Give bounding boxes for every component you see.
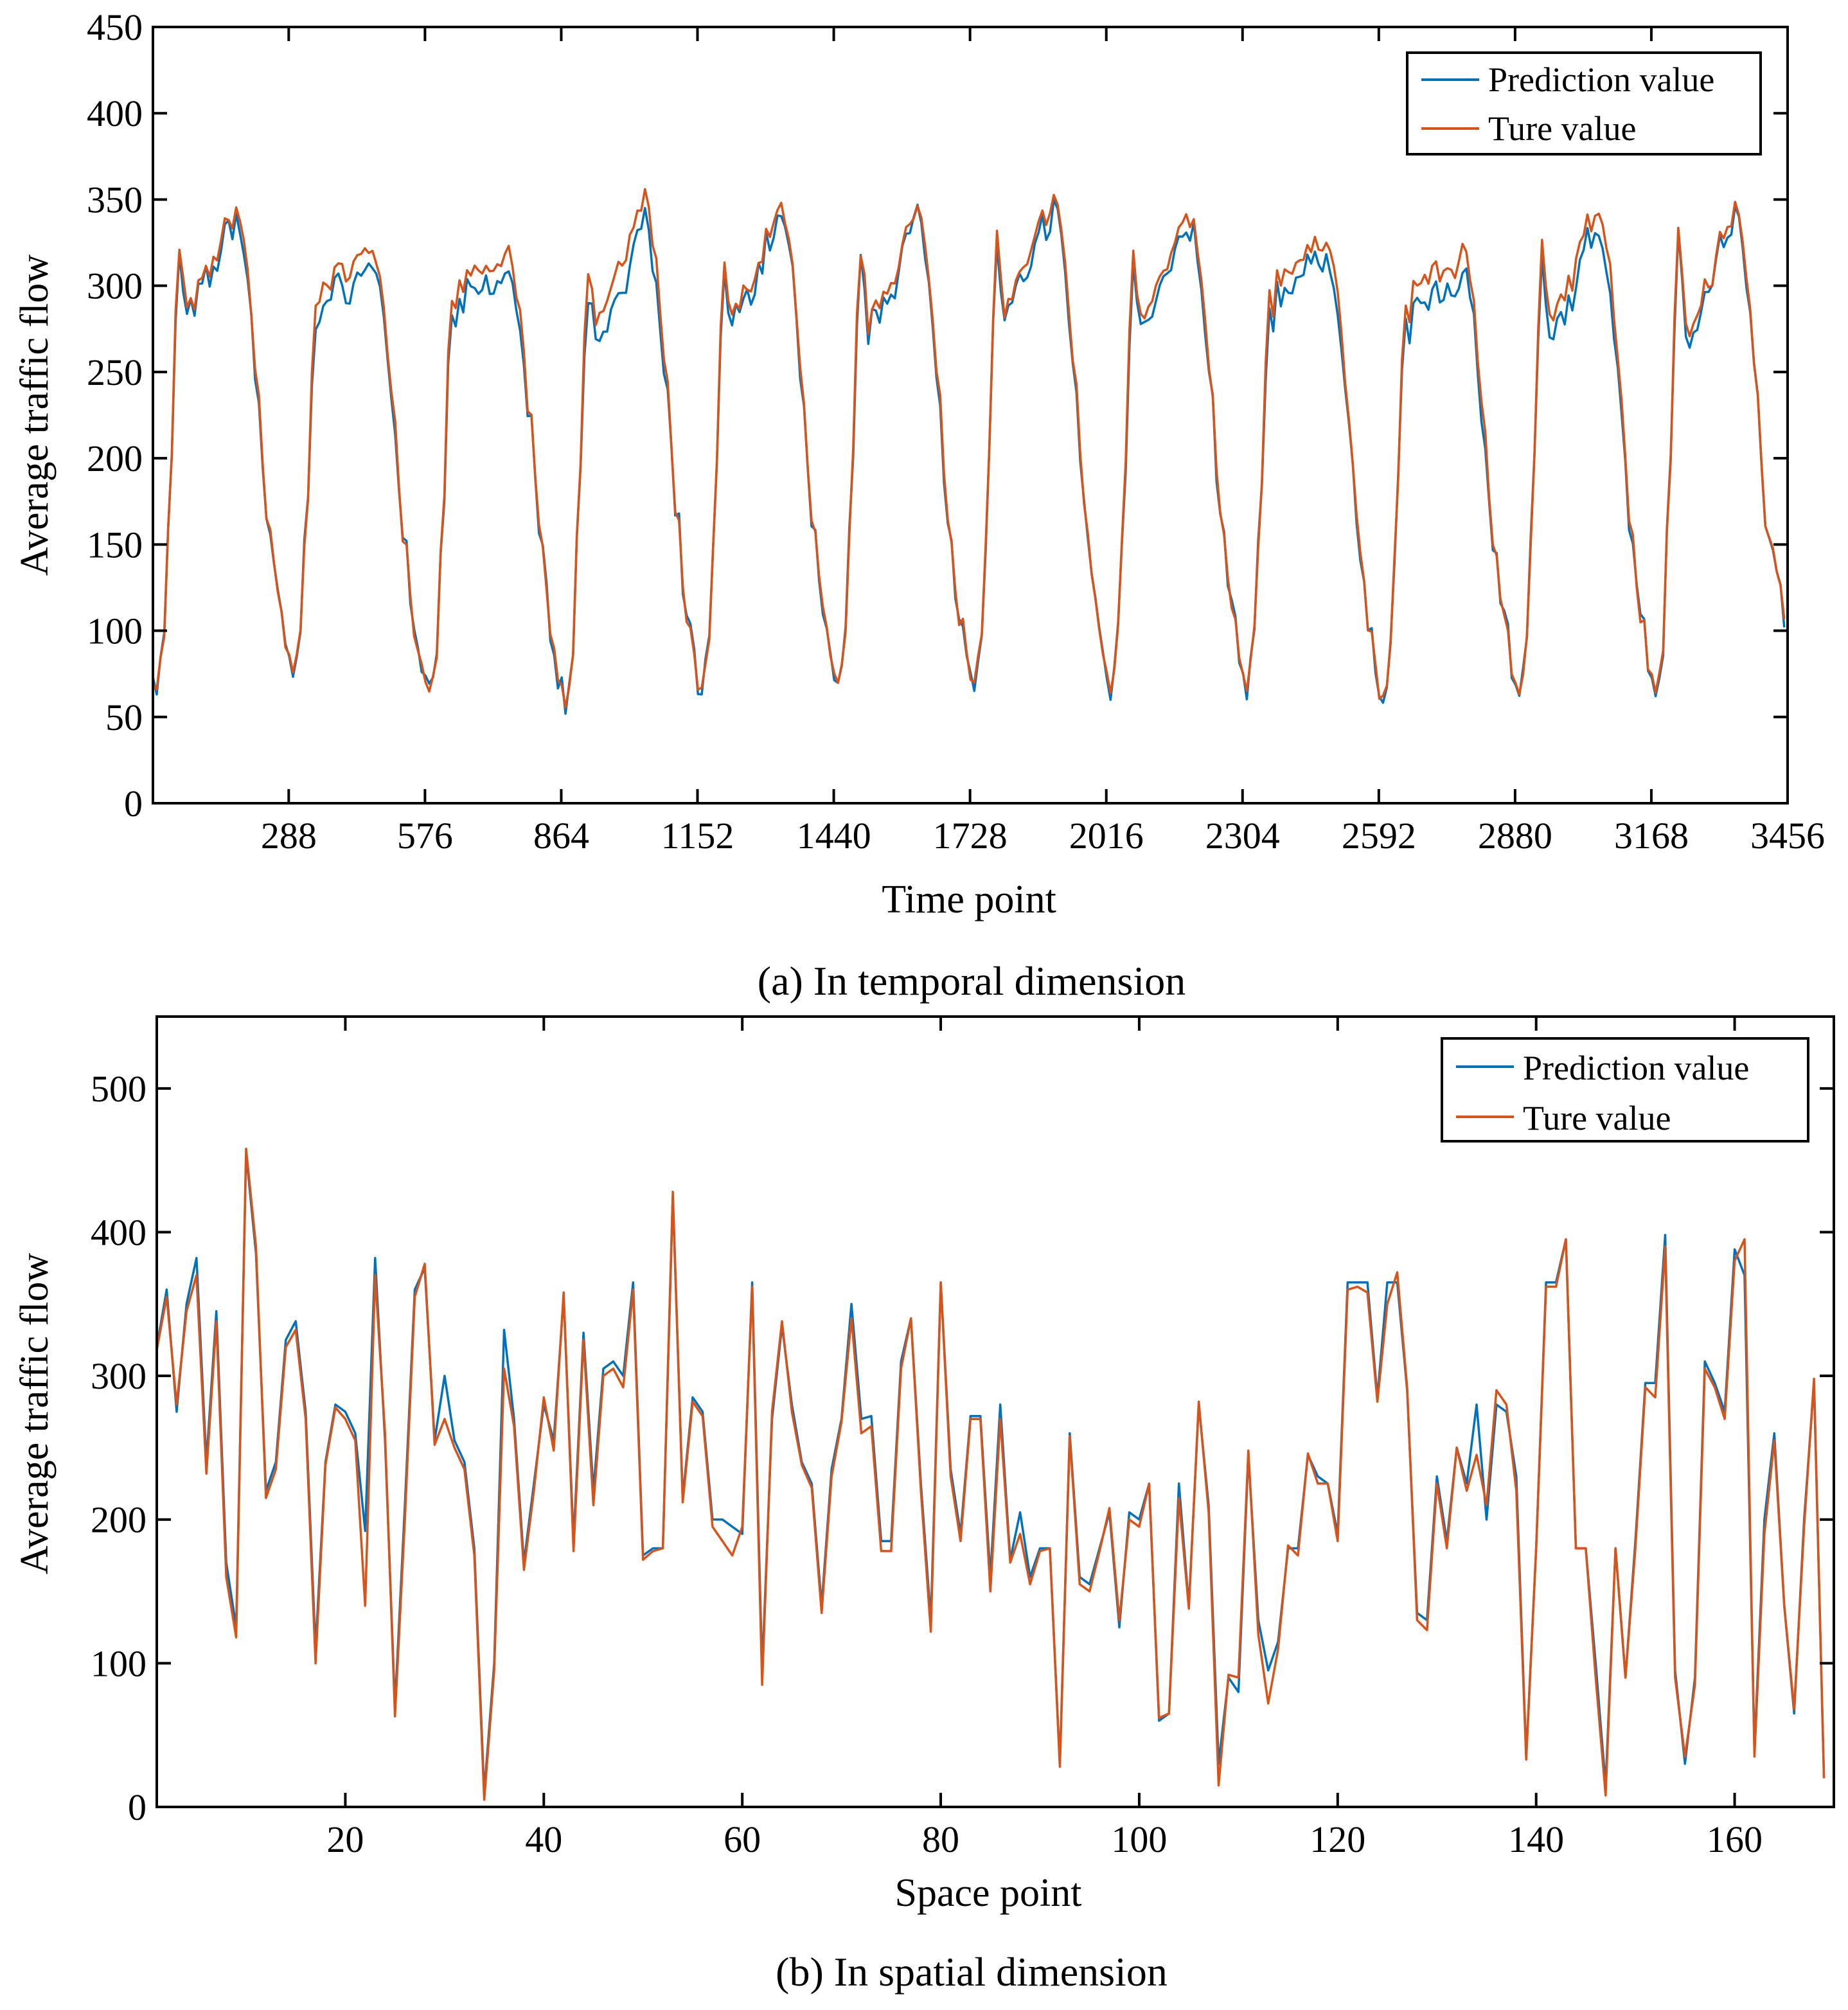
spatial-x-tick-label: 120 [1310, 1819, 1365, 1860]
spatial-legend: Prediction value Ture value [1441, 1037, 1809, 1143]
spatial-x-axis-label: Space point [895, 1871, 1082, 1915]
temporal-legend-label-prediction: Prediction value [1488, 60, 1714, 99]
temporal-y-tick-label: 400 [87, 93, 143, 134]
spatial-x-tick-label: 20 [326, 1819, 364, 1860]
temporal-x-tick-label: 3168 [1614, 815, 1689, 857]
temporal-x-tick-label: 2304 [1205, 815, 1280, 857]
spatial-plot-area [157, 1147, 1826, 1801]
temporal-legend-box [1406, 51, 1762, 156]
spatial-caption: (b) In spatial dimension [776, 1949, 1168, 1995]
temporal-x-tick-label: 1728 [933, 815, 1008, 857]
temporal-y-tick-label: 250 [87, 351, 143, 393]
temporal-y-tick-label: 0 [124, 783, 143, 824]
temporal-legend: Prediction value Ture value [1406, 51, 1762, 156]
spatial-series-true [157, 1147, 1826, 1801]
temporal-y-tick-label: 150 [87, 524, 143, 565]
spatial-y-tick-label: 300 [91, 1355, 147, 1397]
temporal-y-tick-label: 450 [87, 6, 143, 48]
temporal-x-tick-label: 864 [533, 815, 589, 857]
spatial-x-tick-label: 100 [1111, 1819, 1167, 1860]
spatial-chart: 20 40 60 80 100 120 140 160 0 100 200 300 400 500 Spa… [13, 1015, 1835, 1995]
spatial-x-tick-label: 160 [1707, 1819, 1763, 1860]
temporal-x-tick-label: 288 [261, 815, 317, 857]
temporal-x-tick-label: 2880 [1478, 815, 1552, 857]
temporal-legend-label-true: Ture value [1488, 109, 1636, 148]
temporal-y-tick-label: 350 [87, 179, 143, 220]
temporal-series-true [153, 188, 1786, 709]
temporal-ticks: 288 576 864 1152 1440 1728 2016 2304 2592 2880 316… [87, 6, 1825, 857]
spatial-y-axis-label: Average traffic flow [13, 1253, 57, 1575]
temporal-x-tick-label: 1440 [797, 815, 871, 857]
spatial-x-tick-label: 80 [922, 1819, 959, 1860]
temporal-y-tick-label: 50 [105, 697, 143, 738]
spatial-legend-label-true: Ture value [1523, 1099, 1671, 1137]
spatial-ticks: 20 40 60 80 100 120 140 160 0 100 200 300 400 500 [91, 1017, 1834, 1860]
spatial-y-tick-label: 0 [128, 1786, 147, 1828]
temporal-y-axis-label: Average traffic flow [13, 254, 57, 576]
temporal-x-tick-label: 2592 [1342, 815, 1416, 857]
temporal-x-tick-label: 576 [397, 815, 453, 857]
temporal-y-tick-label: 200 [87, 438, 143, 479]
temporal-y-tick-label: 100 [87, 610, 143, 652]
spatial-legend-label-prediction: Prediction value [1523, 1049, 1749, 1087]
spatial-y-tick-label: 200 [91, 1499, 147, 1541]
spatial-y-tick-label: 100 [91, 1642, 147, 1684]
spatial-x-tick-label: 40 [525, 1819, 562, 1860]
spatial-y-tick-label: 400 [91, 1211, 147, 1253]
spatial-axes-box [155, 1015, 1835, 1808]
spatial-y-tick-label: 500 [91, 1068, 147, 1110]
temporal-caption: (a) In temporal dimension [758, 958, 1186, 1004]
spatial-legend-box [1441, 1037, 1809, 1143]
temporal-y-tick-label: 300 [87, 265, 143, 307]
temporal-x-axis-label: Time point [882, 878, 1056, 921]
spatial-x-tick-label: 60 [724, 1819, 761, 1860]
temporal-plot-area [153, 188, 1786, 715]
spatial-x-tick-label: 140 [1508, 1819, 1564, 1860]
temporal-x-tick-label: 3456 [1750, 815, 1825, 857]
temporal-x-tick-label: 2016 [1069, 815, 1144, 857]
temporal-x-tick-label: 1152 [661, 815, 734, 857]
temporal-chart: 288 576 864 1152 1440 1728 2016 2304 2592 2880 316… [13, 6, 1825, 1004]
